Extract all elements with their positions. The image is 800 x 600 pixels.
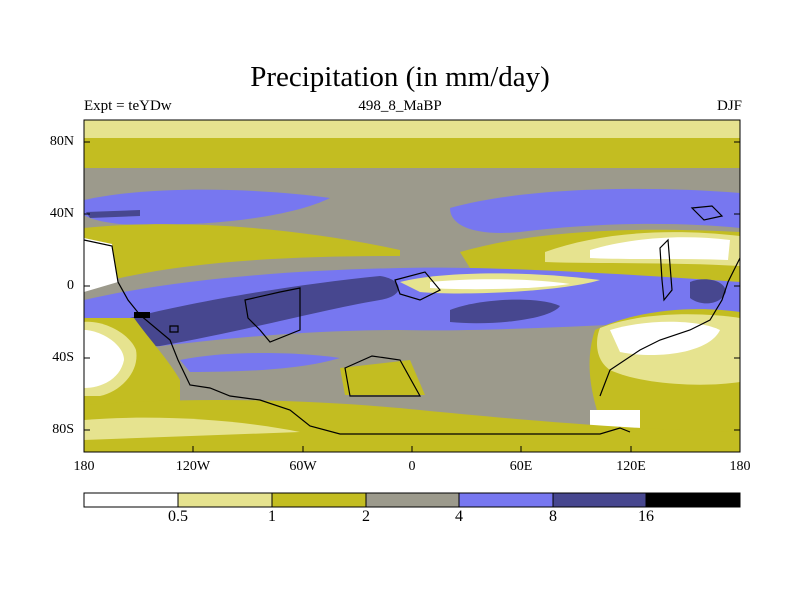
map-fill: [84, 120, 740, 452]
lon-label-120w: 120W: [175, 459, 211, 474]
colorbar-bin-1-2: [271, 492, 367, 508]
season-label: DJF: [716, 98, 742, 114]
lon-label-180w: 180: [73, 459, 95, 474]
lat-label-80s: 80S: [52, 422, 74, 437]
lon-label-0: 0: [408, 459, 416, 474]
lon-label-120e: 120E: [616, 459, 646, 474]
period-label: 498_8_MaBP: [358, 98, 442, 114]
coastlines: [83, 205, 741, 435]
colorbar: [83, 492, 741, 508]
colorbar-bin-4-8: [458, 492, 554, 508]
lon-label-60e: 60E: [509, 459, 533, 474]
colorbar-bin-8-16: [552, 492, 647, 508]
colorbar-label-0_5: 0.5: [168, 508, 188, 525]
experiment-label: Expt = teYDw: [84, 98, 172, 114]
lat-label-0: 0: [67, 278, 74, 293]
lat-label-80n: 80N: [49, 134, 74, 149]
colorbar-bin-lt0_5: [83, 492, 179, 508]
colorbar-bin-gt16: [645, 492, 741, 508]
colorbar-bin-2-4: [365, 492, 460, 508]
lon-label-60w: 60W: [289, 459, 317, 474]
colorbar-label-1: 1: [268, 508, 276, 525]
lon-label-180e: 180: [729, 459, 751, 474]
colorbar-label-16: 16: [638, 508, 654, 525]
axis-ticks: [83, 141, 741, 452]
lat-label-40n: 40N: [49, 206, 74, 221]
colorbar-label-8: 8: [549, 508, 557, 525]
map-title: Precipitation (in mm/day): [250, 61, 550, 93]
colorbar-bin-0_5-1: [177, 492, 273, 508]
lat-label-40s: 40S: [52, 350, 74, 365]
colorbar-label-4: 4: [455, 508, 463, 525]
colorbar-label-2: 2: [362, 508, 370, 525]
